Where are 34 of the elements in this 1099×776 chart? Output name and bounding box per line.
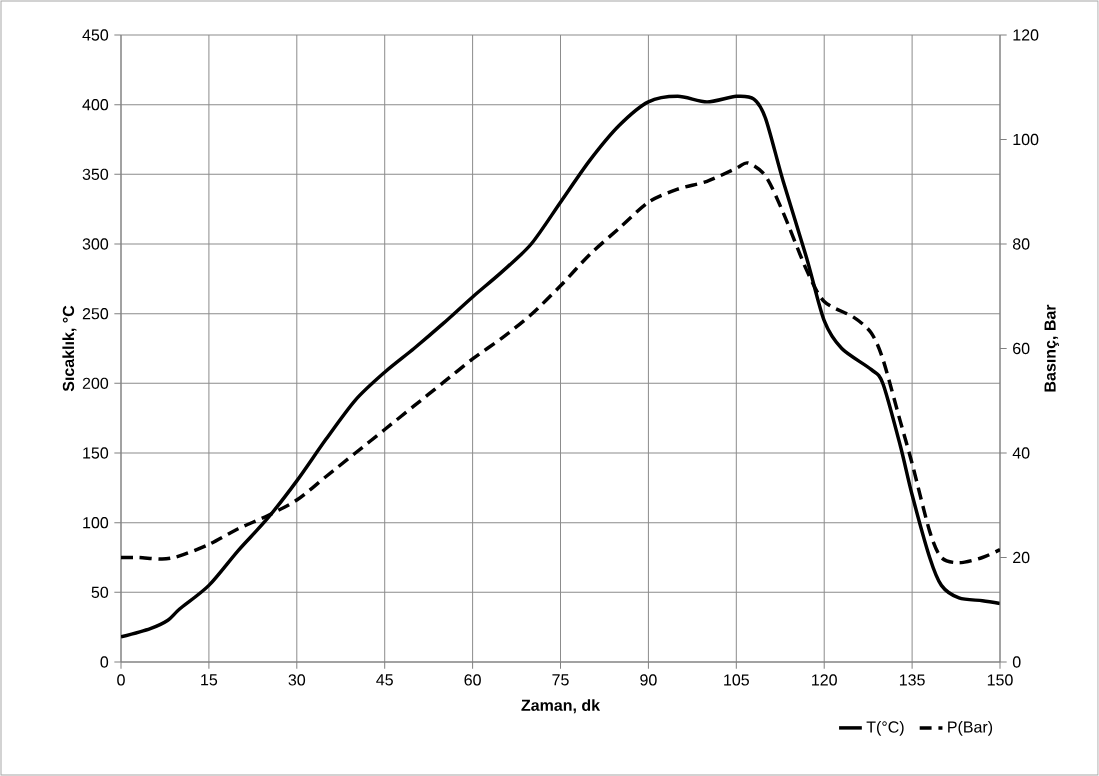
y2-tick-label: 100 [1013,133,1039,146]
x-tick-label: 45 [376,674,393,686]
x-tick-label: 120 [812,674,837,686]
y2-tick-label: 60 [1013,342,1030,355]
y-tick-label: 200 [82,377,109,389]
line-series [121,94,1000,639]
y-tick-label: 450 [82,29,109,41]
y-tick-label: 100 [83,517,109,529]
x-tick-label: 90 [640,674,657,686]
y-tick-label: 150 [83,447,109,459]
legend-label: T(°C) [866,720,904,736]
x-tick-label: 75 [552,674,569,686]
y-tick-label: 400 [82,99,109,111]
x-tick-label: 30 [288,674,306,686]
y-tick-label: 50 [91,586,109,598]
y2-tick-label: 0 [1012,656,1021,668]
y-tick-label: 250 [82,308,109,320]
x-tick-label: 15 [201,674,218,686]
y-tick-label: 300 [82,238,109,250]
x-tick-label: 60 [464,674,481,686]
x-axis-title: Zaman, dk [521,699,601,714]
x-tick-label: 135 [899,674,925,686]
x-tick-label: 0 [117,674,125,686]
y2-axis-title: Basınç, Bar [1044,304,1059,392]
legend-label: P(Bar) [948,720,993,736]
x-tick-label: 105 [724,674,749,686]
y2-tick-label: 120 [1013,29,1039,41]
y2-tick-label: 40 [1012,447,1030,459]
y-axis-title: Sıcaklık, °C [62,305,77,392]
x-tick-label: 150 [987,674,1013,686]
y2-tick-label: 80 [1012,238,1030,250]
y-tick-label: 0 [100,656,109,668]
y2-tick-label: 20 [1013,551,1030,564]
y-tick-label: 350 [82,168,109,180]
